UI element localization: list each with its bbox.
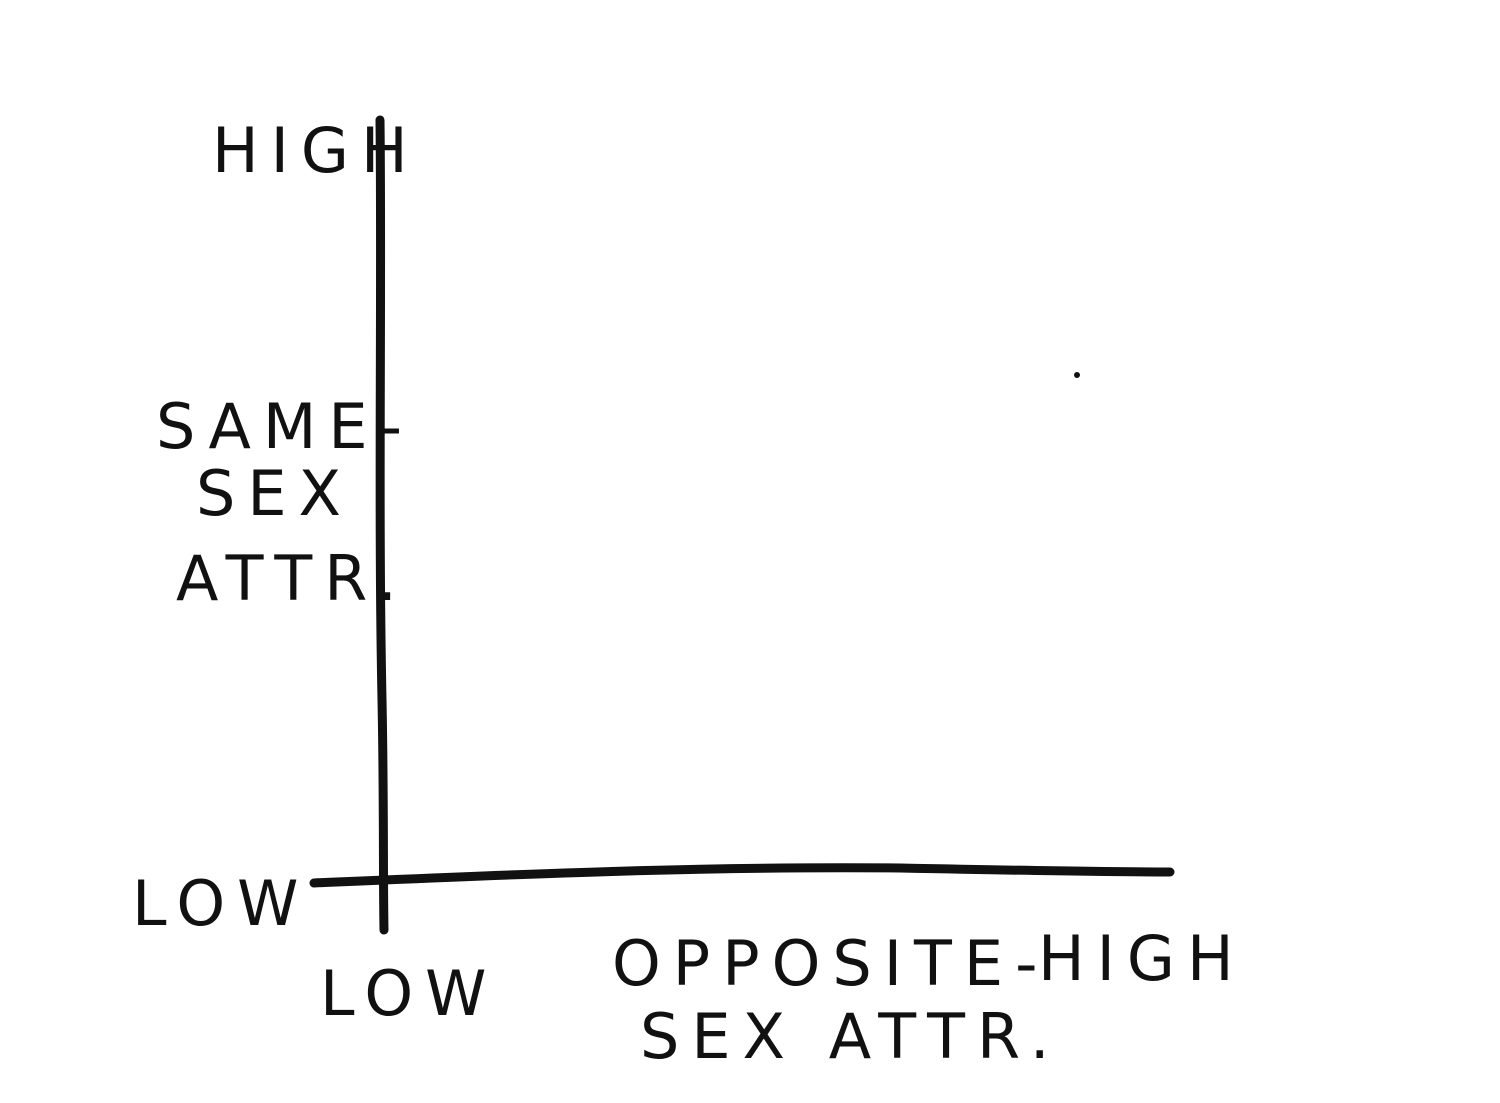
x-axis-title-line-2: SEX ATTR. — [640, 1000, 1062, 1073]
x-axis-title-line-1: OPPOSITE- — [612, 927, 1049, 1000]
y-axis-low-label: LOW — [132, 867, 310, 940]
stray-pen-mark — [1074, 372, 1080, 378]
y-axis-title-line-3: ATTR. — [176, 542, 409, 615]
x-axis-low-label: LOW — [320, 957, 498, 1030]
x-axis-line — [309, 863, 1175, 888]
y-axis-line — [375, 115, 389, 935]
y-axis-high-label: HIGH — [212, 114, 420, 187]
x-axis-high-label: HIGH — [1038, 922, 1246, 995]
y-axis-title-line-1: SAME- — [156, 390, 414, 463]
y-axis-title-line-2: SEX — [196, 457, 353, 530]
